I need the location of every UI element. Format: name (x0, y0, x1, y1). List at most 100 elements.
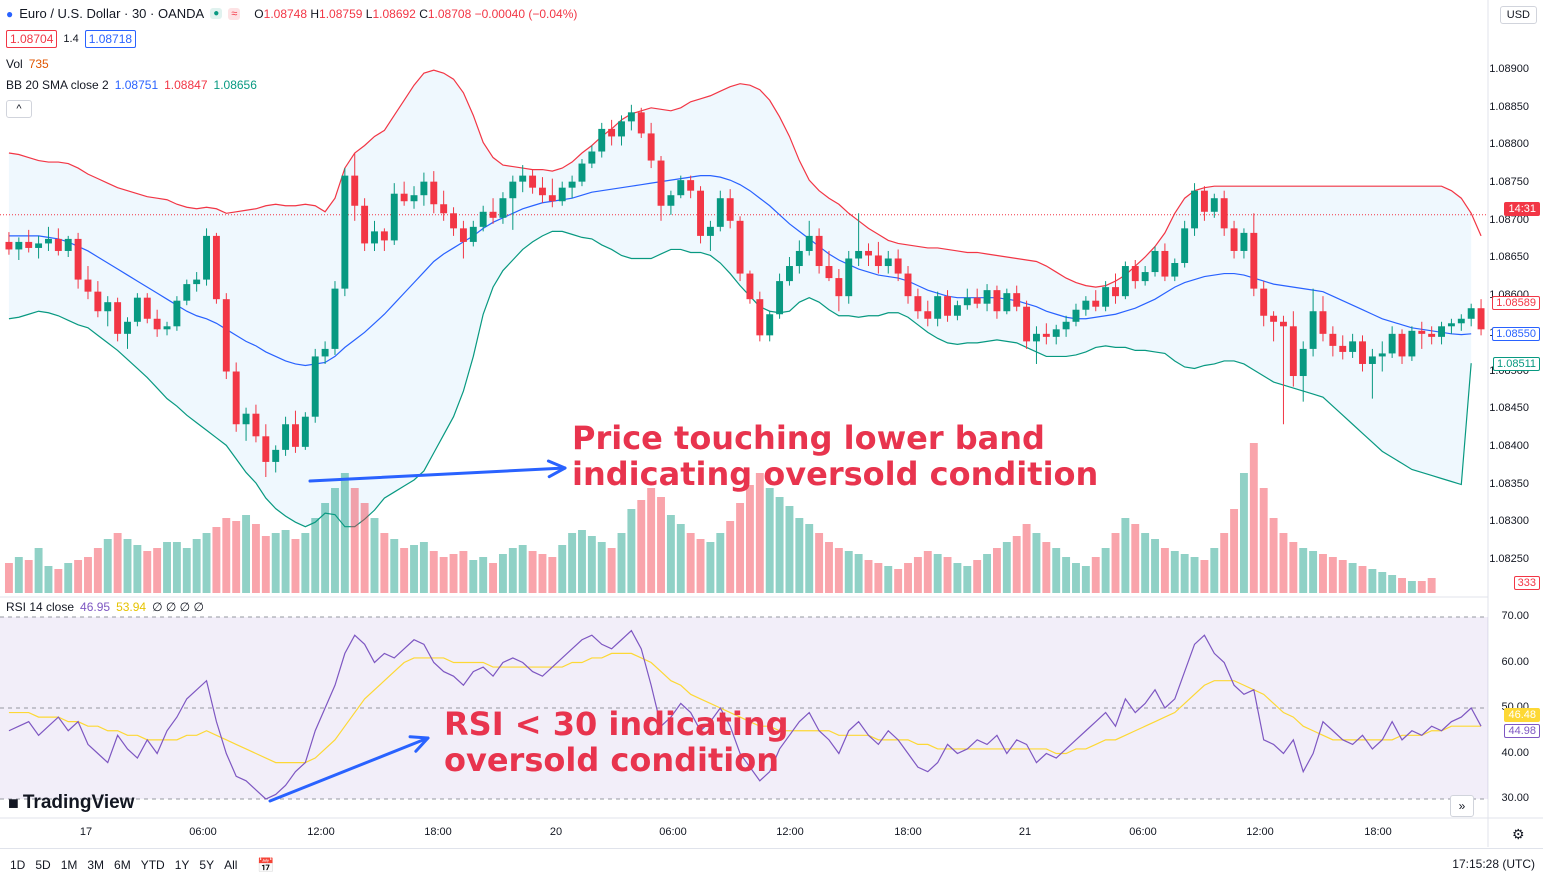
timeframe-ytd-button[interactable]: YTD (140, 858, 165, 872)
candle-body (133, 297, 141, 322)
candle-body (746, 273, 754, 300)
volume-bar (686, 533, 695, 593)
scroll-to-realtime-button[interactable]: » (1450, 795, 1474, 817)
volume-bar (1407, 581, 1416, 593)
candle-body (1023, 306, 1031, 342)
volume-bar (854, 554, 863, 593)
volume-bar (1170, 551, 1179, 593)
timeframe-1m-button[interactable]: 1M (60, 858, 78, 872)
candle-body (292, 424, 299, 447)
volume-bar (1101, 548, 1110, 593)
volume-bar (113, 533, 122, 593)
candle-body (1200, 190, 1208, 212)
volume-bar (469, 560, 478, 593)
volume-bar (4, 563, 13, 593)
volume-bar (1131, 524, 1140, 593)
candle-body (1042, 333, 1050, 337)
volume-bar (419, 542, 428, 593)
timeframe-3m-button[interactable]: 3M (87, 858, 105, 872)
candle-body (1151, 250, 1159, 273)
volume-bar (281, 530, 290, 593)
ask-price-button[interactable]: 1.08718 (84, 30, 137, 48)
candle-body (598, 128, 606, 152)
candle-body (716, 198, 724, 227)
candle-body (835, 278, 843, 297)
volume-bar (271, 533, 280, 593)
candle-body (193, 279, 201, 285)
candle-body (1240, 232, 1248, 251)
price-axis-label: 1.08650 (1489, 251, 1529, 264)
volume-bar (666, 515, 675, 593)
candle-body (143, 297, 151, 319)
bb-legend[interactable]: BB 20 SMA close 2 1.08751 1.08847 1.0865… (6, 78, 257, 92)
volume-bar (775, 497, 784, 593)
calendar-range-icon[interactable]: 📅 (257, 856, 275, 873)
candle-body (706, 226, 714, 236)
market-status-icon[interactable]: ● (210, 8, 223, 19)
utc-clock[interactable]: 17:15:28 (UTC) (1452, 857, 1535, 871)
timeframe-5d-button[interactable]: 5D (35, 858, 51, 872)
volume-bar (913, 557, 922, 593)
candle-body (163, 326, 171, 330)
candle-body (1062, 321, 1070, 330)
rsi-legend[interactable]: RSI 14 close 46.95 53.94 ∅ ∅ ∅ ∅ (6, 600, 204, 614)
timeframe-1d-button[interactable]: 1D (10, 858, 26, 872)
candle-body (1092, 300, 1100, 307)
candle-body (94, 291, 102, 312)
candle-body (618, 121, 625, 137)
volume-bar (400, 548, 409, 593)
candle-body (657, 160, 665, 206)
volume-bar (1062, 557, 1071, 593)
candle-body (114, 302, 122, 334)
candle-body (84, 279, 92, 292)
timeframe-5y-button[interactable]: 5Y (199, 858, 215, 872)
price-axis-label: 1.08300 (1489, 515, 1529, 528)
wave-icon[interactable]: ≈ (228, 7, 241, 20)
candle-body (973, 297, 981, 304)
settings-gear-icon[interactable]: ⚙ (1512, 826, 1525, 842)
bb-basis-tag: 1.08550 (1492, 327, 1540, 341)
volume-bar (765, 488, 774, 593)
candle-body (173, 300, 181, 327)
collapse-legend-button[interactable]: ^ (6, 100, 32, 118)
candle-body (1033, 333, 1040, 342)
volume-bar (1319, 554, 1327, 593)
volume-bar (123, 539, 132, 593)
volume-bar (627, 509, 636, 593)
candle-body (1112, 287, 1119, 297)
volume-bar (489, 563, 498, 593)
candle-body (450, 213, 457, 229)
time-axis-label: 12:00 (307, 826, 335, 838)
tradingview-logo[interactable]: ■ TradingView (8, 792, 135, 813)
volume-legend[interactable]: Vol 735 (6, 57, 49, 71)
volume-bar (637, 500, 646, 593)
rsi-annotation-arrow-head (408, 735, 430, 753)
candle-body (489, 211, 497, 218)
bid-price-button[interactable]: 1.08704 (6, 30, 58, 48)
volume-bar (1190, 557, 1199, 593)
candle-body (430, 181, 438, 205)
volume-bar (14, 557, 23, 593)
timeframe-6m-button[interactable]: 6M (114, 858, 131, 872)
volume-bar (1259, 488, 1268, 593)
timeframe-all-button[interactable]: All (224, 858, 238, 872)
price-annotation-arrow (308, 466, 567, 483)
candle-body (1299, 348, 1307, 377)
timeframe-1y-button[interactable]: 1Y (174, 858, 190, 872)
symbol-title[interactable]: Euro / U.S. Dollar · 30 · OANDA (19, 6, 205, 21)
volume-bar (1111, 533, 1120, 593)
volume-bar (429, 551, 438, 593)
time-axis-label: 12:00 (1246, 826, 1274, 838)
volume-bar (1141, 533, 1150, 593)
volume-bar (1239, 473, 1248, 593)
candle-body (588, 151, 596, 164)
volume-bar (1022, 524, 1031, 593)
volume-bar (380, 533, 389, 593)
volume-bar (1279, 533, 1288, 593)
volume-bar (479, 557, 488, 593)
candle-body (894, 258, 902, 274)
bb-upper-tag: 1.08589 (1492, 296, 1540, 310)
currency-selector[interactable]: USD (1499, 6, 1537, 24)
volume-bar (251, 524, 260, 593)
